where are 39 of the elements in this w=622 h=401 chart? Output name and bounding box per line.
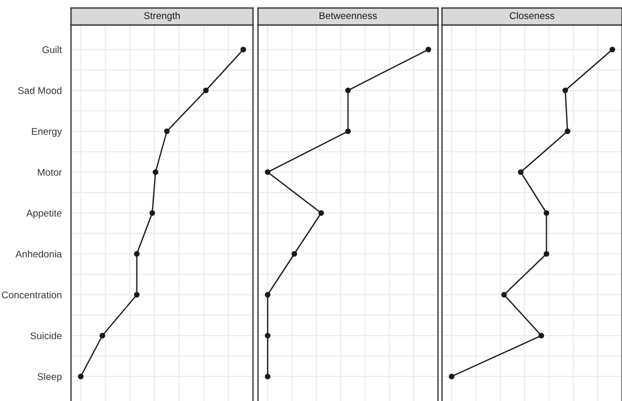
point — [562, 88, 568, 94]
y-tick-label: Motor — [38, 168, 62, 176]
y-tick-label: Suicide — [30, 332, 62, 340]
point — [426, 46, 432, 52]
point — [152, 169, 158, 175]
point — [134, 251, 140, 257]
point — [203, 88, 209, 94]
point — [610, 46, 616, 52]
y-tick-label: Guilt — [42, 46, 62, 54]
point — [164, 128, 170, 134]
point — [100, 332, 106, 338]
point — [240, 46, 246, 52]
point — [501, 292, 507, 298]
point — [544, 210, 550, 216]
y-tick-label: Sad Mood — [18, 86, 62, 94]
point — [345, 128, 351, 134]
y-tick-label: Energy — [32, 128, 62, 137]
point — [264, 292, 270, 298]
point — [78, 374, 84, 380]
chart-title: Strength — [144, 12, 180, 22]
y-tick-label: Appetite — [26, 209, 62, 219]
point — [264, 332, 270, 338]
point — [134, 292, 140, 298]
point — [318, 210, 324, 216]
y-tick-label: Anhedonia — [16, 250, 62, 258]
point — [264, 169, 270, 175]
y-tick-label: Concentration — [2, 291, 62, 298]
point — [292, 251, 298, 257]
point — [518, 169, 524, 175]
chart-title: Betweenness — [320, 12, 377, 20]
point — [544, 251, 550, 257]
y-tick-label: Sleep — [38, 372, 62, 382]
point — [345, 88, 351, 94]
chart-title: Closeness — [510, 12, 554, 20]
point — [149, 210, 156, 216]
point — [538, 332, 544, 338]
point — [448, 374, 454, 380]
point — [564, 128, 570, 134]
point — [264, 374, 270, 380]
